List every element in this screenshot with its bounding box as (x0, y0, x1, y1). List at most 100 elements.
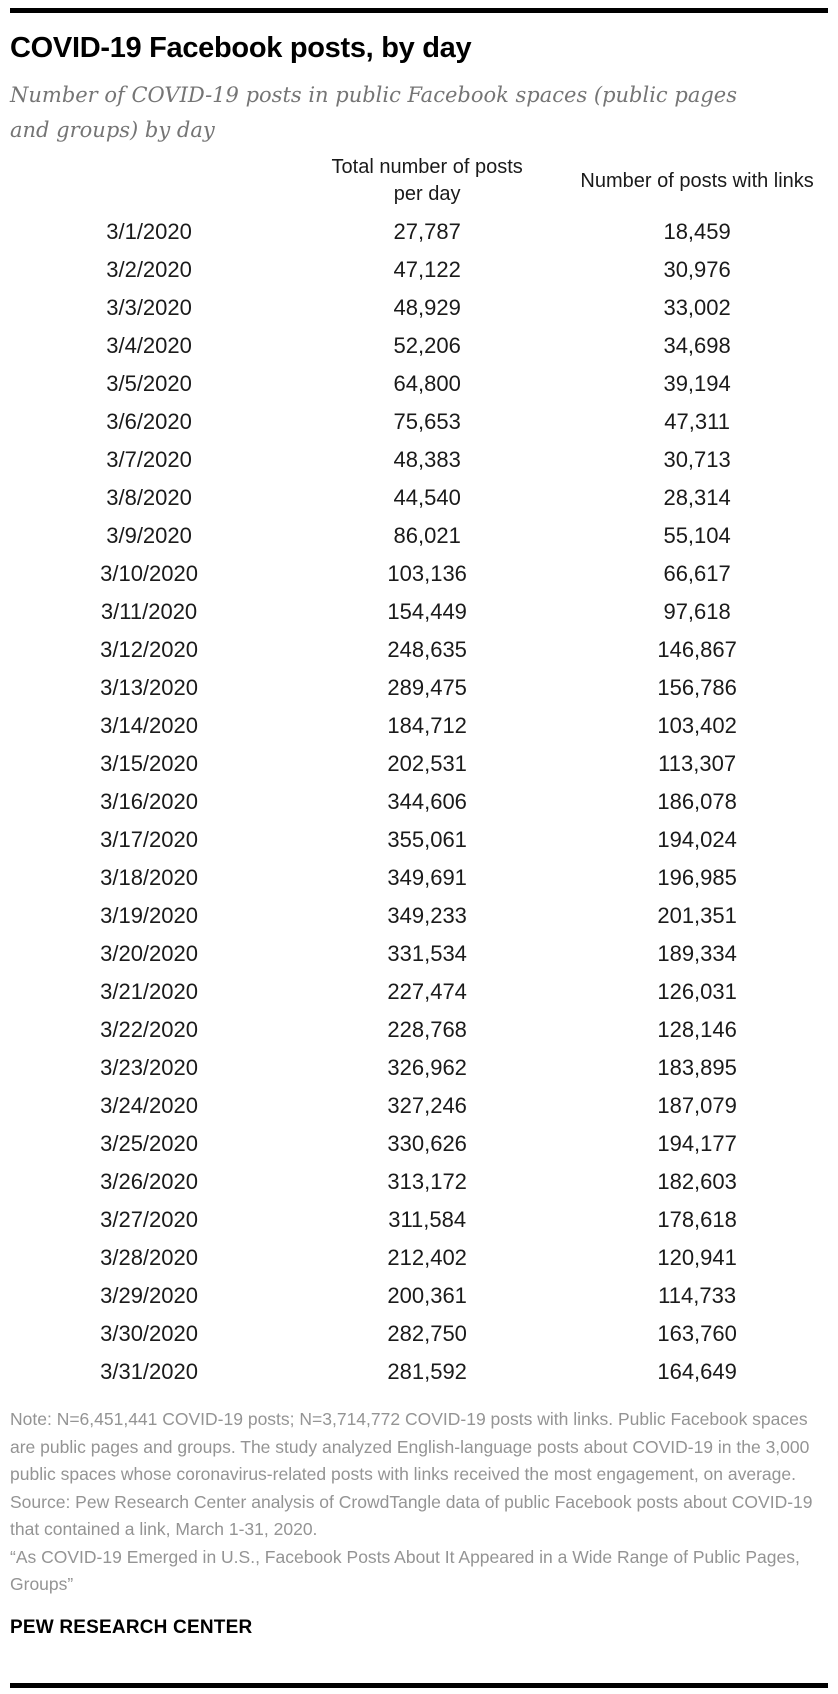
table-row: 3/12/2020 248,635 146,867 (10, 631, 828, 669)
date-cell: 3/31/2020 (100, 1359, 198, 1384)
report-title-text: “As COVID-19 Emerged in U.S., Facebook P… (10, 1546, 800, 1595)
table-header-row: Total number of posts per day Number of … (10, 154, 828, 213)
table-row: 3/22/2020 228,768 128,146 (10, 1011, 828, 1049)
date-cell: 3/13/2020 (100, 675, 198, 700)
links-posts-cell: 183,895 (657, 1055, 737, 1080)
bottom-divider (10, 1683, 828, 1688)
total-posts-cell: 355,061 (387, 827, 467, 852)
table-row: 3/31/2020 281,592 164,649 (10, 1353, 828, 1391)
total-posts-cell: 311,584 (388, 1207, 467, 1232)
links-posts-cell: 34,698 (663, 333, 731, 358)
total-posts-cell: 349,691 (387, 865, 467, 890)
date-cell: 3/7/2020 (106, 447, 192, 472)
links-posts-column-header: Number of posts with links (580, 169, 814, 192)
total-posts-cell: 344,606 (387, 789, 467, 814)
links-posts-cell: 55,104 (663, 523, 731, 548)
table-row: 3/7/2020 48,383 30,713 (10, 441, 828, 479)
table-row: 3/14/2020 184,712 103,402 (10, 707, 828, 745)
total-posts-cell: 281,592 (387, 1359, 467, 1384)
total-posts-cell: 52,206 (393, 333, 461, 358)
total-posts-cell: 289,475 (387, 675, 467, 700)
links-posts-cell: 156,786 (657, 675, 737, 700)
total-posts-cell: 44,540 (393, 485, 461, 510)
links-posts-cell: 194,024 (657, 827, 737, 852)
table-body: 3/1/2020 27,787 18,459 3/2/2020 47,122 30,976… (10, 213, 828, 1391)
total-posts-cell: 200,361 (387, 1283, 467, 1308)
links-posts-cell: 146,867 (657, 637, 737, 662)
table-row: 3/30/2020 282,750 163,760 (10, 1315, 828, 1353)
note-text: Note: N=6,451,441 COVID-19 posts; N=3,71… (10, 1409, 810, 1484)
links-posts-cell: 30,976 (663, 257, 731, 282)
table-row: 3/2/2020 47,122 30,976 (10, 251, 828, 289)
links-posts-cell: 189,334 (657, 941, 737, 966)
date-cell: 3/22/2020 (100, 1017, 198, 1042)
links-posts-cell: 128,146 (657, 1017, 737, 1042)
table-row: 3/9/2020 86,021 55,104 (10, 517, 828, 555)
links-posts-cell: 196,985 (657, 865, 737, 890)
total-posts-column-header-label: Total number of posts per day (331, 156, 523, 205)
total-posts-cell: 282,750 (387, 1321, 467, 1346)
table-row: 3/13/2020 289,475 156,786 (10, 669, 828, 707)
date-cell: 3/14/2020 (100, 713, 198, 738)
date-cell: 3/18/2020 (100, 865, 198, 890)
table-header: Total number of posts per day Number of … (10, 154, 828, 213)
table-row: 3/27/2020 311,584 178,618 (10, 1201, 828, 1239)
total-posts-cell: 248,635 (387, 637, 467, 662)
total-posts-cell: 326,962 (387, 1055, 467, 1080)
brand-footer: PEW RESEARCH CENTER (10, 1616, 253, 1638)
total-posts-cell: 48,929 (393, 295, 461, 320)
table-row: 3/1/2020 27,787 18,459 (10, 213, 828, 251)
table-row: 3/16/2020 344,606 186,078 (10, 783, 828, 821)
total-posts-cell: 27,787 (393, 219, 461, 244)
date-cell: 3/28/2020 (100, 1245, 198, 1270)
table-row: 3/4/2020 52,206 34,698 (10, 327, 828, 365)
date-cell: 3/12/2020 (100, 637, 198, 662)
total-posts-cell: 331,534 (387, 941, 467, 966)
links-posts-cell: 182,603 (657, 1169, 737, 1194)
date-cell: 3/27/2020 (100, 1207, 198, 1232)
links-posts-cell: 18,459 (663, 219, 731, 244)
date-cell: 3/11/2020 (100, 599, 198, 624)
table-row: 3/29/2020 200,361 114,733 (10, 1277, 828, 1315)
date-cell: 3/10/2020 (100, 561, 198, 586)
table-row: 3/5/2020 64,800 39,194 (10, 365, 828, 403)
links-posts-cell: 28,314 (663, 485, 731, 510)
links-posts-cell: 194,177 (657, 1131, 737, 1156)
total-posts-cell: 184,712 (387, 713, 467, 738)
links-posts-cell: 120,941 (657, 1245, 737, 1270)
links-posts-cell: 33,002 (663, 295, 731, 320)
links-posts-cell: 66,617 (663, 561, 731, 586)
date-cell: 3/17/2020 (100, 827, 198, 852)
links-posts-cell: 163,760 (657, 1321, 737, 1346)
date-cell: 3/24/2020 (100, 1093, 198, 1118)
table-row: 3/10/2020 103,136 66,617 (10, 555, 828, 593)
table-row: 3/18/2020 349,691 196,985 (10, 859, 828, 897)
links-posts-cell: 39,194 (663, 371, 731, 396)
date-cell: 3/15/2020 (100, 751, 198, 776)
table-row: 3/21/2020 227,474 126,031 (10, 973, 828, 1011)
total-posts-cell: 227,474 (387, 979, 467, 1004)
table-row: 3/25/2020 330,626 194,177 (10, 1125, 828, 1163)
date-cell: 3/8/2020 (106, 485, 192, 510)
date-cell: 3/26/2020 (100, 1169, 198, 1194)
table-row: 3/6/2020 75,653 47,311 (10, 403, 828, 441)
total-posts-cell: 330,626 (387, 1131, 467, 1156)
date-cell: 3/9/2020 (106, 523, 192, 548)
table-row: 3/26/2020 313,172 182,603 (10, 1163, 828, 1201)
total-posts-cell: 75,653 (393, 409, 461, 434)
total-posts-cell: 103,136 (387, 561, 467, 586)
table-row: 3/19/2020 349,233 201,351 (10, 897, 828, 935)
page-title: COVID-19 Facebook posts, by day (10, 32, 472, 64)
page-subtitle: Number of COVID-19 posts in public Faceb… (10, 83, 737, 142)
links-posts-cell: 30,713 (663, 447, 731, 472)
total-posts-cell: 48,383 (393, 447, 461, 472)
table-row: 3/15/2020 202,531 113,307 (10, 745, 828, 783)
date-column-header (10, 154, 288, 213)
date-cell: 3/25/2020 (100, 1131, 198, 1156)
total-posts-cell: 47,122 (393, 257, 461, 282)
links-posts-cell: 186,078 (657, 789, 737, 814)
links-posts-cell: 178,618 (657, 1207, 737, 1232)
total-posts-cell: 212,402 (387, 1245, 467, 1270)
links-posts-cell: 114,733 (658, 1283, 737, 1308)
